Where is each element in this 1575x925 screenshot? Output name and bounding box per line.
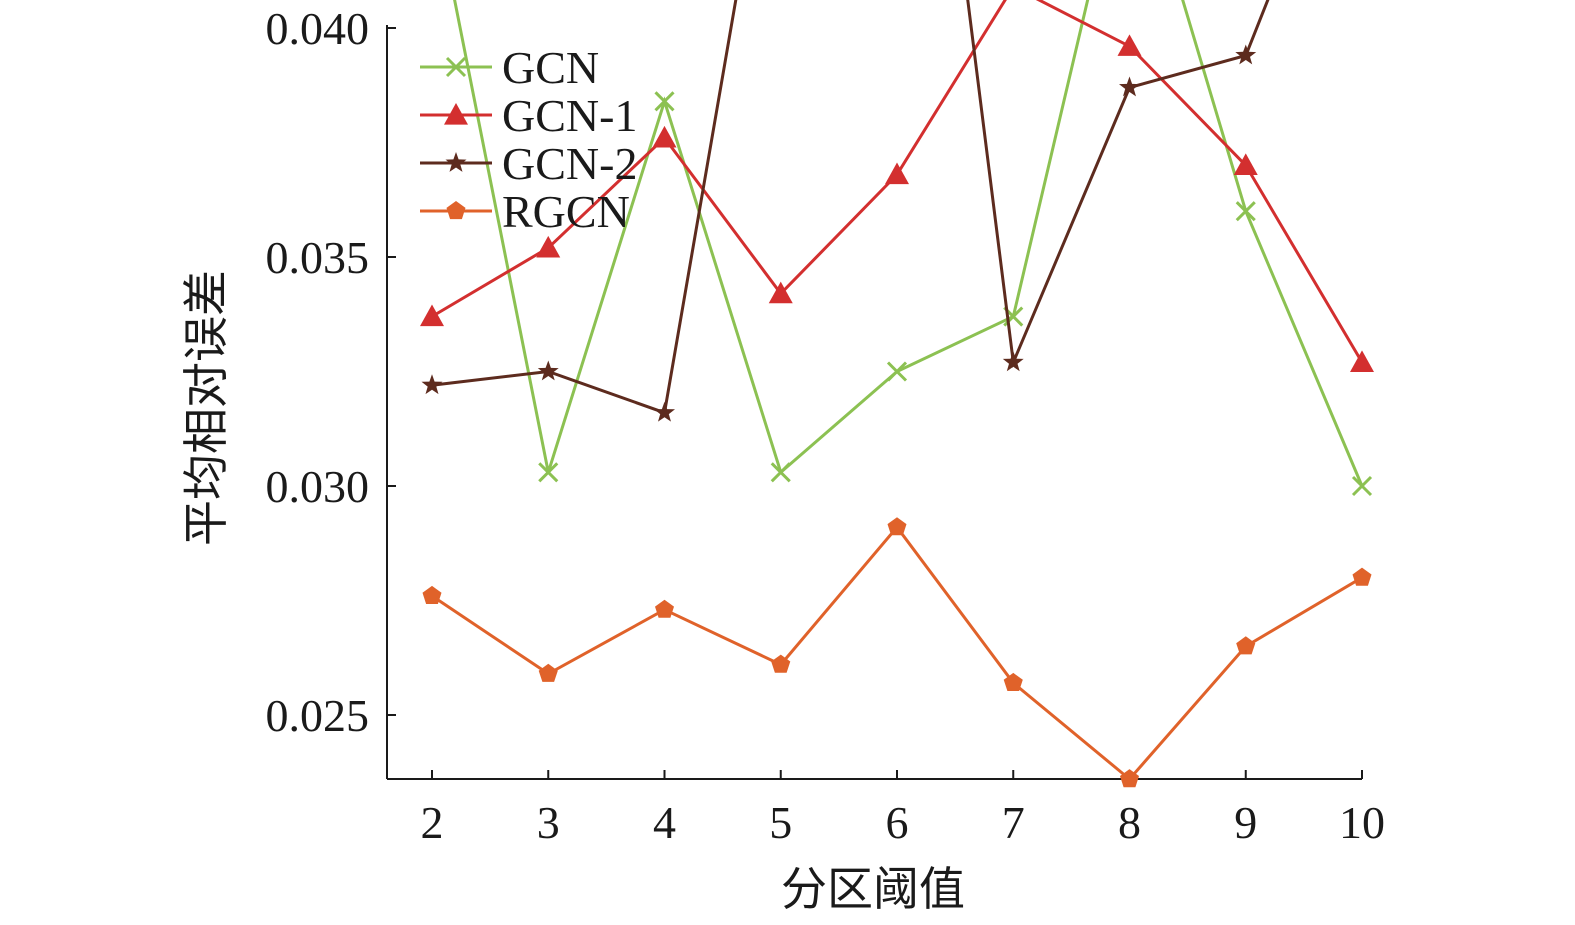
data-point-gcn bbox=[538, 462, 559, 483]
data-point-rgcn bbox=[655, 599, 674, 618]
data-point-gcn-1 bbox=[652, 125, 677, 148]
legend-marker bbox=[444, 103, 468, 125]
x-tick-label: 7 bbox=[1002, 797, 1025, 848]
x-tick-label: 9 bbox=[1234, 797, 1257, 848]
data-point-gcn-2 bbox=[654, 401, 675, 422]
y-tick-label: 0.025 bbox=[266, 690, 370, 741]
legend-marker bbox=[445, 56, 467, 78]
y-tick-label: 0.040 bbox=[266, 3, 370, 54]
series-gcn-2 bbox=[421, 0, 1270, 422]
y-axis-title: 平均相对误差 bbox=[179, 270, 233, 546]
x-tick-label: 2 bbox=[421, 797, 444, 848]
data-point-rgcn bbox=[771, 654, 791, 673]
data-point-gcn-1 bbox=[420, 304, 444, 327]
series-rgcn bbox=[422, 517, 1372, 788]
data-point-gcn-2 bbox=[1002, 351, 1024, 372]
data-point-gcn bbox=[654, 91, 675, 112]
data-point-gcn-2 bbox=[537, 360, 559, 381]
legend-marker bbox=[446, 201, 466, 220]
legend-marker bbox=[445, 152, 467, 172]
axes: 0.0250.0300.0350.0400.0450.0500.05523456… bbox=[266, 3, 1386, 848]
legend-label: RGCN bbox=[502, 186, 630, 237]
data-point-rgcn bbox=[1236, 636, 1256, 655]
y-tick-label: 0.030 bbox=[266, 461, 370, 512]
data-point-gcn bbox=[770, 462, 791, 483]
legend-item-rgcn: RGCN bbox=[420, 186, 630, 237]
data-point-rgcn bbox=[887, 517, 907, 536]
x-tick-label: 6 bbox=[886, 797, 909, 848]
x-tick-label: 10 bbox=[1339, 797, 1385, 848]
x-tick-label: 4 bbox=[653, 797, 676, 848]
data-point-gcn-1 bbox=[1117, 34, 1142, 56]
y-tick-label: 0.035 bbox=[266, 232, 370, 283]
data-point-gcn-1 bbox=[885, 162, 909, 185]
x-tick-label: 8 bbox=[1118, 797, 1141, 848]
legend-label: GCN bbox=[502, 42, 599, 93]
series-line-rgcn bbox=[431, 524, 1363, 782]
data-point-rgcn bbox=[422, 585, 442, 604]
series-layer bbox=[420, 0, 1374, 788]
data-point-gcn-2 bbox=[421, 374, 443, 395]
data-point-gcn-2 bbox=[1235, 44, 1257, 65]
data-point-gcn-2 bbox=[1119, 76, 1140, 97]
legend-label: GCN-2 bbox=[502, 138, 637, 189]
data-point-gcn bbox=[1235, 201, 1256, 222]
data-point-gcn bbox=[1351, 475, 1373, 497]
series-gcn bbox=[453, 0, 1373, 497]
data-point-gcn bbox=[886, 361, 908, 382]
data-point-rgcn bbox=[1003, 672, 1023, 691]
legend-label: GCN-1 bbox=[502, 90, 637, 141]
data-point-gcn-1 bbox=[768, 281, 793, 304]
data-point-gcn-1 bbox=[1350, 350, 1374, 372]
x-tick-label: 5 bbox=[769, 797, 792, 848]
legend-item-gcn-2: GCN-2 bbox=[420, 138, 637, 189]
data-point-gcn-1 bbox=[536, 235, 561, 258]
legend-item-gcn: GCN bbox=[420, 42, 599, 93]
legend-item-gcn-1: GCN-1 bbox=[420, 90, 637, 141]
x-tick-label: 3 bbox=[537, 797, 560, 848]
x-axis-title: 分区阈值 bbox=[781, 862, 965, 916]
data-point-gcn-1 bbox=[1233, 153, 1258, 175]
data-point-rgcn bbox=[1352, 567, 1372, 586]
data-point-rgcn bbox=[1120, 769, 1139, 788]
series-line-gcn-2 bbox=[431, 0, 1270, 415]
data-point-rgcn bbox=[538, 663, 558, 682]
series-gcn-1 bbox=[420, 0, 1374, 372]
